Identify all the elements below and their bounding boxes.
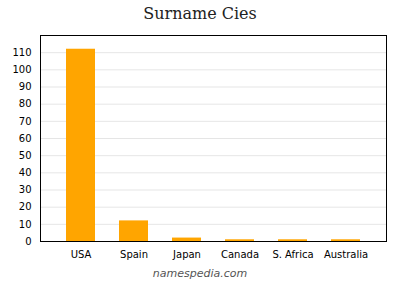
svg-text:60: 60 (19, 133, 32, 144)
svg-text:USA: USA (71, 249, 92, 260)
svg-text:20: 20 (19, 201, 32, 212)
svg-text:50: 50 (19, 150, 32, 161)
svg-text:80: 80 (19, 98, 32, 109)
html-text:namespedia.com: namespedia.com (152, 267, 248, 280)
svg-text:30: 30 (19, 184, 32, 195)
svg-text:0: 0 (25, 236, 31, 247)
svg-text:Canada: Canada (221, 249, 259, 260)
svg-text:90: 90 (19, 81, 32, 92)
svg-text:40: 40 (19, 167, 32, 178)
svg-text:Spain: Spain (120, 249, 148, 260)
svg-text:70: 70 (19, 116, 32, 127)
svg-text:S. Africa: S. Africa (272, 249, 313, 260)
svg-text:110: 110 (12, 47, 31, 58)
svg-text:Australia: Australia (324, 249, 368, 260)
svg-text:Japan: Japan (172, 249, 201, 260)
svg-text:100: 100 (12, 64, 31, 75)
svg-text:10: 10 (19, 219, 32, 230)
html-text:Surname Cies: Surname Cies (143, 4, 257, 23)
